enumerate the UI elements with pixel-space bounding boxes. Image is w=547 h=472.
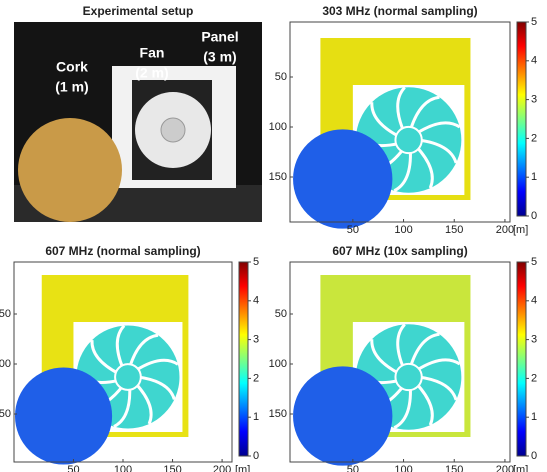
y-tick-label: 100 <box>269 358 287 370</box>
chart-title: 303 MHz (normal sampling) <box>322 4 477 18</box>
colorbar-tick-label: 0 <box>253 450 259 462</box>
fan-hub <box>395 364 421 390</box>
colorbar-tick-label: 3 <box>531 94 537 106</box>
colorbar-tick-label: 2 <box>253 372 259 384</box>
colorbar-tick-label: 0 <box>531 210 537 222</box>
colorbar-tick-label: 2 <box>531 132 537 144</box>
cork-region <box>293 129 392 228</box>
colorbar-tick-label: 1 <box>253 411 259 423</box>
fan-hub <box>161 118 185 142</box>
colorbar-tick-label: 0 <box>531 450 537 462</box>
fan-hub <box>395 127 421 153</box>
x-tick-label: 200 <box>496 224 514 236</box>
photo: Experimental setup Cork (1 m) Fan (2 m) … <box>14 4 262 222</box>
object-distance: (2 m) <box>135 65 168 81</box>
colorbar-tick-label: 4 <box>531 295 537 307</box>
colorbar-tick-label: 4 <box>531 55 537 67</box>
cork-region <box>15 367 112 464</box>
y-tick-label: 100 <box>0 358 11 370</box>
x-unit-label: [m] <box>513 464 528 472</box>
object-distance: (1 m) <box>55 79 88 95</box>
y-tick-label: 50 <box>275 71 287 83</box>
y-tick-label: 150 <box>0 408 11 420</box>
object-label: Panel <box>201 29 238 45</box>
fan-hub <box>115 364 141 390</box>
x-tick-label: 150 <box>163 464 181 472</box>
colorbar-tick-label: 5 <box>531 16 537 28</box>
y-tick-label: 50 <box>0 308 11 320</box>
x-tick-label: 50 <box>347 464 359 472</box>
x-unit-label: [m] <box>235 464 250 472</box>
colorbar-tick-label: 5 <box>253 256 259 268</box>
x-tick-label: 100 <box>114 464 132 472</box>
colorbar-tick-label: 1 <box>531 171 537 183</box>
x-tick-label: 100 <box>394 224 412 236</box>
colorbar-tick-label: 3 <box>253 334 259 346</box>
x-tick-label: 50 <box>347 224 359 236</box>
colorbar-tick-label: 2 <box>531 372 537 384</box>
photo-title: Experimental setup <box>83 4 194 18</box>
y-tick-label: 150 <box>269 171 287 183</box>
chart-title: 607 MHz (normal sampling) <box>45 244 200 258</box>
x-tick-label: 150 <box>445 464 463 472</box>
x-tick-label: 200 <box>213 464 231 472</box>
cork-region <box>293 366 392 465</box>
object-label: Cork <box>56 59 88 75</box>
colorbar <box>517 262 526 456</box>
colorbar <box>239 262 248 456</box>
y-tick-label: 50 <box>275 308 287 320</box>
figure: Experimental setup Cork (1 m) Fan (2 m) … <box>0 0 547 472</box>
x-tick-label: 150 <box>445 224 463 236</box>
cork-object <box>18 118 122 222</box>
colorbar <box>517 22 526 216</box>
x-tick-label: 100 <box>394 464 412 472</box>
colorbar-tick-label: 1 <box>531 411 537 423</box>
x-unit-label: [m] <box>513 224 528 236</box>
x-tick-label: 200 <box>496 464 514 472</box>
x-tick-label: 50 <box>67 464 79 472</box>
chart-title: 607 MHz (10x sampling) <box>332 244 467 258</box>
y-tick-label: 150 <box>269 408 287 420</box>
colorbar-tick-label: 3 <box>531 334 537 346</box>
object-label: Fan <box>140 45 165 61</box>
y-tick-label: 100 <box>269 121 287 133</box>
colorbar-tick-label: 5 <box>531 256 537 268</box>
object-distance: (3 m) <box>203 49 236 65</box>
colorbar-tick-label: 4 <box>253 295 259 307</box>
